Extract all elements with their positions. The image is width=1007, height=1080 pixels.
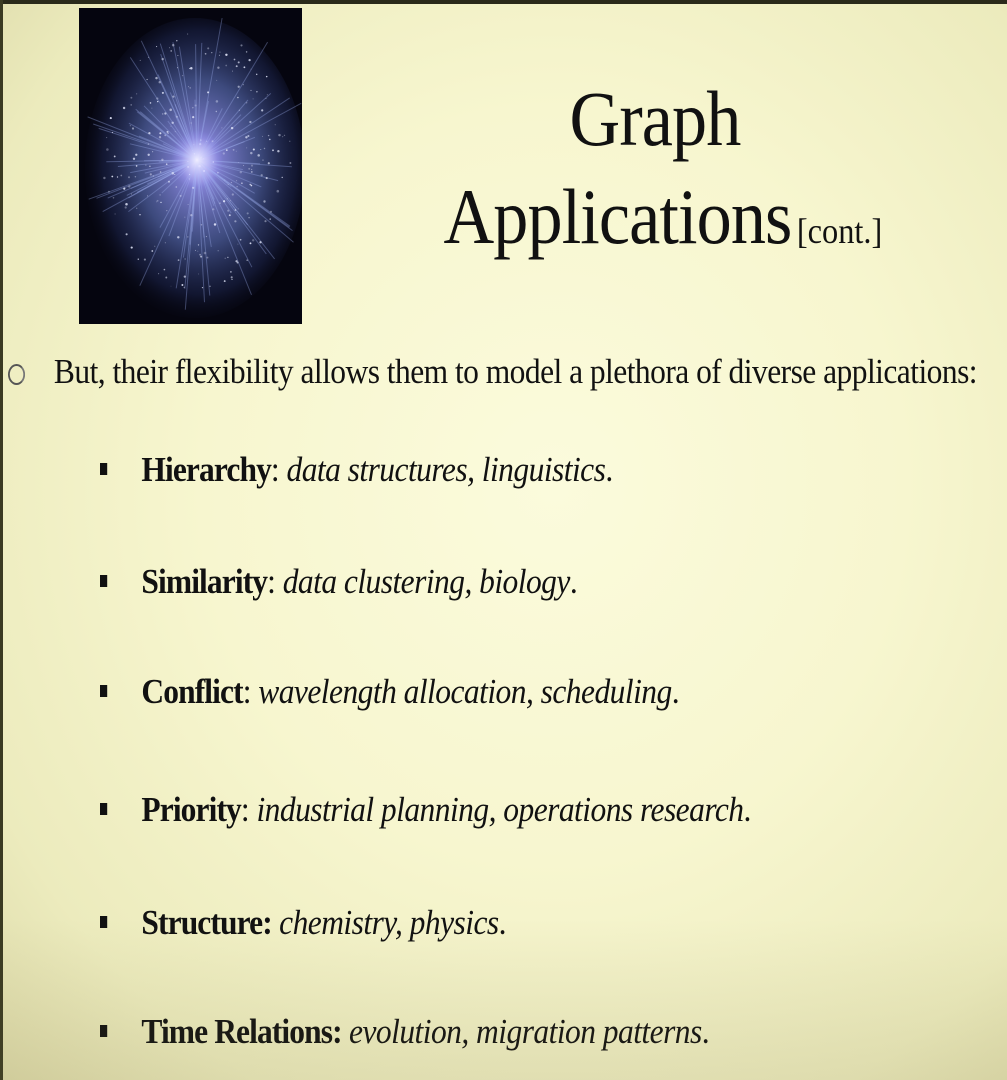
square-bullet-icon	[100, 803, 108, 815]
list-item: Structure: chemistry, physics.	[100, 903, 507, 943]
item-end: .	[569, 562, 578, 601]
item-term: Conflict	[141, 672, 243, 711]
intro-text: But, their flexibility allows them to mo…	[53, 352, 978, 391]
list-item: Similarity: data clustering, biology.	[100, 562, 578, 602]
title-line-1: Graph	[569, 75, 742, 162]
item-end: .	[743, 790, 752, 829]
network-graph-image	[79, 8, 302, 324]
item-term: Structure:	[141, 903, 272, 942]
square-bullet-icon	[100, 463, 108, 475]
item-term: Hierarchy	[141, 450, 271, 489]
network-graph-visualization-icon	[79, 8, 302, 324]
item-description: wavelength allocation, scheduling	[258, 672, 672, 711]
item-separator	[342, 1012, 349, 1051]
slide-title: Graph Applications [cont.]	[443, 70, 883, 280]
title-line-2-text: Applications	[443, 173, 793, 260]
item-separator: :	[242, 672, 259, 711]
item-description: evolution, migration patterns	[349, 1012, 702, 1051]
intro-paragraph: But, their flexibility allows them to mo…	[8, 352, 978, 392]
item-end: .	[605, 450, 613, 489]
item-term: Similarity	[141, 562, 268, 601]
item-description: data clustering, biology	[282, 562, 571, 601]
item-description: industrial planning, operations research	[256, 790, 744, 829]
item-description: data structures, linguistics	[286, 450, 606, 489]
list-item: Conflict: wavelength allocation, schedul…	[100, 672, 680, 712]
item-separator: :	[270, 450, 287, 489]
item-separator	[272, 903, 279, 942]
hollow-circle-bullet-icon	[8, 364, 26, 385]
list-item: Priority: industrial planning, operation…	[100, 790, 751, 830]
item-separator: :	[240, 790, 257, 829]
square-bullet-icon	[100, 575, 108, 587]
list-item: Hierarchy: data structures, linguistics.	[100, 450, 613, 490]
item-separator: :	[267, 562, 283, 601]
item-description: chemistry, physics	[279, 903, 499, 942]
item-end: .	[498, 903, 507, 942]
left-border	[0, 0, 3, 1080]
square-bullet-icon	[100, 685, 108, 697]
list-item: Time Relations: evolution, migration pat…	[100, 1012, 710, 1052]
square-bullet-icon	[100, 916, 108, 928]
item-term: Time Relations:	[141, 1012, 342, 1051]
item-end: .	[701, 1012, 710, 1051]
title-line-2: Applications [cont.]	[443, 168, 883, 280]
item-term: Priority	[141, 790, 241, 829]
top-border	[0, 0, 1007, 4]
square-bullet-icon	[100, 1025, 108, 1037]
item-end: .	[671, 672, 680, 711]
title-suffix: [cont.]	[796, 211, 883, 251]
